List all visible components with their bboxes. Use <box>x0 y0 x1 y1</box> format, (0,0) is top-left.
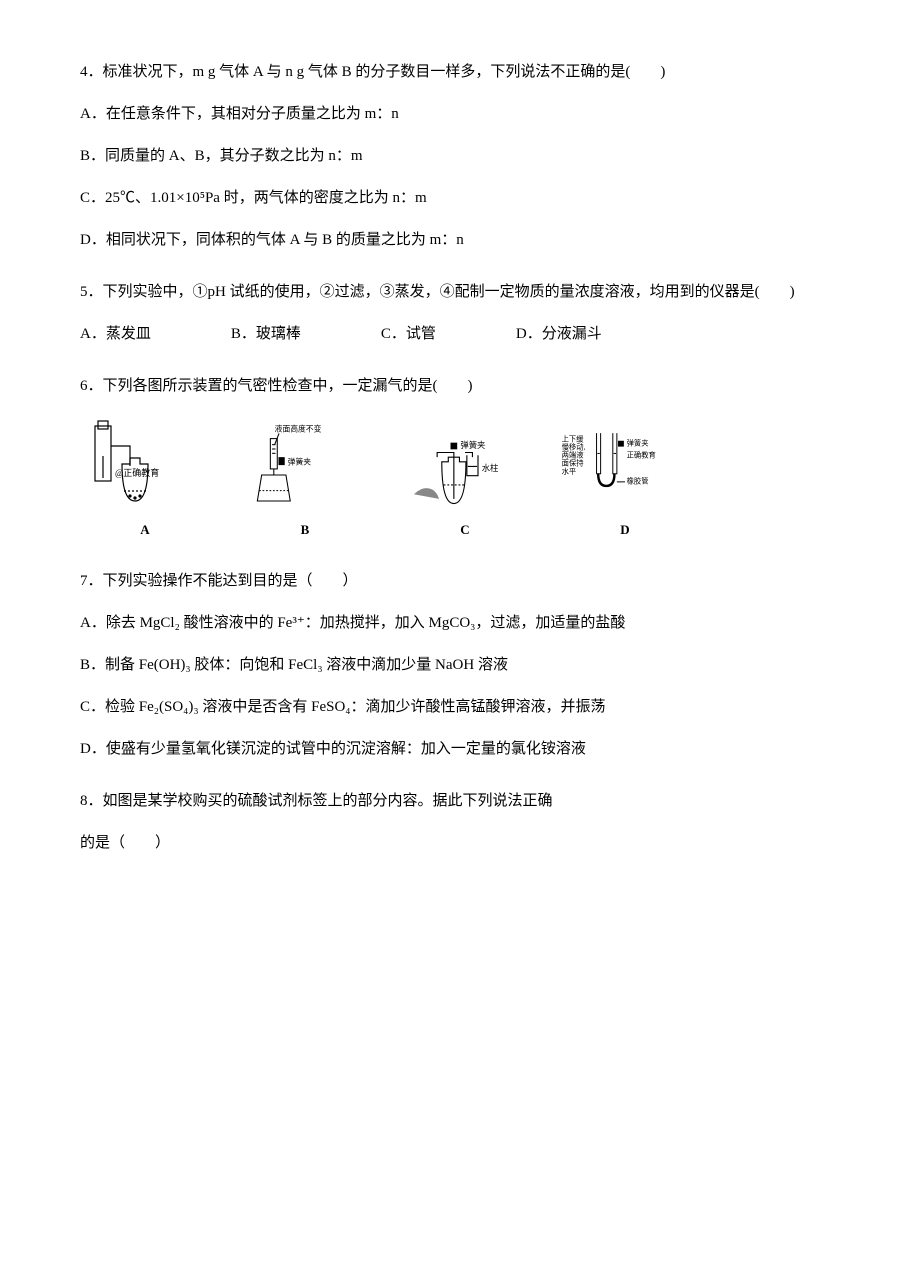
diagram-a-label: A <box>140 520 149 541</box>
q4-option-c: C．25℃、1.01×10⁵Pa 时，两气体的密度之比为 n：m <box>80 186 840 210</box>
q7-option-d: D．使盛有少量氢氧化镁沉淀的试管中的沉淀溶解：加入一定量的氯化铵溶液 <box>80 737 840 761</box>
diagram-a: @正确教育 A <box>80 416 210 541</box>
q8-text2: 的是（ ） <box>80 831 840 855</box>
q7-option-c: C．检验 Fe₂(SO₄)₃ 溶液中是否含有 FeSO₄：滴加少许酸性高锰酸钾溶… <box>80 695 840 719</box>
q4-text: 4．标准状况下，m g 气体 A 与 n g 气体 B 的分子数目一样多，下列说… <box>80 60 840 84</box>
q6-text: 6．下列各图所示装置的气密性检查中，一定漏气的是( ) <box>80 374 840 398</box>
apparatus-a-icon: @正确教育 <box>80 416 210 516</box>
q4-option-b: B．同质量的 A、B，其分子数之比为 n：m <box>80 144 840 168</box>
question-4: 4．标准状况下，m g 气体 A 与 n g 气体 B 的分子数目一样多，下列说… <box>80 60 840 252</box>
q8-text: 8．如图是某学校购买的硫酸试剂标签上的部分内容。据此下列说法正确 <box>80 789 840 813</box>
q7-option-a: A．除去 MgCl₂ 酸性溶液中的 Fe³⁺：加热搅拌，加入 MgCO₃，过滤，… <box>80 611 840 635</box>
question-5: 5．下列实验中，①pH 试纸的使用，②过滤，③蒸发，④配制一定物质的量浓度溶液，… <box>80 280 840 346</box>
diagram-d-label: D <box>620 520 629 541</box>
q5-option-a: A．蒸发皿 <box>80 322 151 346</box>
diagram-c-label: C <box>460 520 469 541</box>
q5-text: 5．下列实验中，①pH 试纸的使用，②过滤，③蒸发，④配制一定物质的量浓度溶液，… <box>80 280 840 304</box>
question-6: 6．下列各图所示装置的气密性检查中，一定漏气的是( ) @正确教育 A <box>80 374 840 541</box>
annot-d3: 正确教育 <box>627 451 656 460</box>
q4-option-d: D．相同状况下，同体积的气体 A 与 B 的质量之比为 m：n <box>80 228 840 252</box>
annot-b1: 液面高度不变 <box>275 423 322 433</box>
question-7: 7．下列实验操作不能达到目的是（ ） A．除去 MgCl₂ 酸性溶液中的 Fe³… <box>80 569 840 761</box>
q7-text: 7．下列实验操作不能达到目的是（ ） <box>80 569 840 593</box>
annot-c2: 水柱 <box>482 463 499 473</box>
q7-option-b: B．制备 Fe(OH)₃ 胶体：向饱和 FeCl₃ 溶液中滴加少量 NaOH 溶… <box>80 653 840 677</box>
diagram-c: 弹簧夹 水柱 C <box>400 416 530 541</box>
q5-option-b: B．玻璃棒 <box>231 322 301 346</box>
q5-option-c: C．试管 <box>381 322 436 346</box>
q5-option-d: D．分液漏斗 <box>516 322 602 346</box>
q5-options: A．蒸发皿 B．玻璃棒 C．试管 D．分液漏斗 <box>80 322 840 346</box>
apparatus-d-icon: 上下缓 慢移动, 两端液 面保持 水平 弹簧夹 正确教育 橡胶管 <box>560 425 690 506</box>
diagram-d: 上下缓 慢移动, 两端液 面保持 水平 弹簧夹 正确教育 橡胶管 <box>560 416 690 541</box>
watermark-a: @正确教育 <box>115 467 159 478</box>
annot-b2: 弹簧夹 <box>288 456 312 466</box>
annot-d2: 弹簧夹 <box>627 439 649 448</box>
q6-diagrams: @正确教育 A 液面高度不变 弹簧夹 <box>80 416 840 541</box>
apparatus-c-icon: 弹簧夹 水柱 <box>400 420 530 513</box>
q4-option-a: A．在任意条件下，其相对分子质量之比为 m：n <box>80 102 840 126</box>
annot-d4: 橡胶管 <box>627 477 649 486</box>
diagram-b: 液面高度不变 弹簧夹 B <box>240 416 370 541</box>
annot-c1: 弹簧夹 <box>460 439 485 449</box>
diagram-b-label: B <box>301 520 310 541</box>
annot-d1-5: 水平 <box>562 467 577 476</box>
question-8: 8．如图是某学校购买的硫酸试剂标签上的部分内容。据此下列说法正确 的是（ ） <box>80 789 840 855</box>
apparatus-b-icon: 液面高度不变 弹簧夹 <box>240 423 370 510</box>
